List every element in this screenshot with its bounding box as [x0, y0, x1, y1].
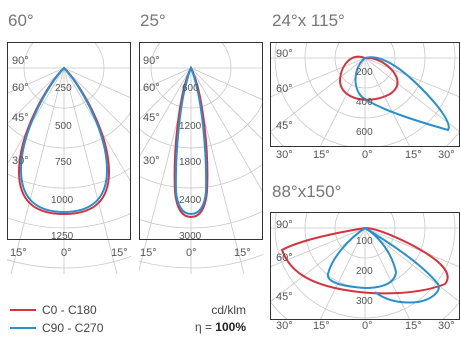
angle-label: 45° — [143, 112, 160, 124]
curve-c0-c180 — [173, 65, 209, 219]
angle-label: 90° — [276, 48, 293, 60]
diagram-title-24x115: 24°x 115° — [272, 11, 345, 30]
angle-label: 15° — [405, 320, 422, 332]
ring-label: 400 — [356, 97, 373, 108]
angle-label: 45° — [276, 120, 293, 132]
units-block: cd/klm η = 100% — [150, 303, 246, 334]
angle-label: 0° — [362, 320, 373, 332]
ring-label: 600 — [182, 83, 199, 94]
efficiency-label: η = 100% — [194, 320, 246, 334]
legend-item-c0: C0 - C180 — [10, 301, 103, 319]
ring-label: 1250 — [51, 231, 74, 242]
ring-label: 500 — [55, 121, 72, 132]
legend-label: C90 - C270 — [42, 321, 104, 335]
ring-label: 1800 — [179, 157, 202, 168]
angle-label: 15° — [10, 247, 27, 259]
angle-label: 30° — [276, 149, 293, 161]
legend-item-c90: C90 - C270 — [10, 319, 103, 337]
ring-label: 250 — [55, 83, 72, 94]
angle-label: 30° — [438, 320, 455, 332]
polar-diagram-24x115 — [270, 42, 460, 147]
legend-swatch-blue — [10, 327, 36, 329]
curve-c90-c270-outer — [364, 227, 440, 304]
angle-label: 15° — [234, 247, 251, 259]
polar-diagram-88x150 — [270, 212, 460, 320]
angle-label: 30° — [143, 155, 160, 167]
angle-label: 60° — [143, 82, 160, 94]
curve-c90-c270 — [174, 65, 208, 216]
angle-label: 45° — [276, 291, 293, 303]
angle-label: 60° — [276, 83, 293, 95]
diagram-title-88x150: 88°x150° — [272, 182, 342, 201]
curve-c90-c270 — [19, 66, 109, 214]
angle-label: 15° — [313, 320, 330, 332]
ring-label: 200 — [356, 67, 373, 78]
angle-label: 30° — [12, 155, 29, 167]
angle-label: 0° — [362, 149, 373, 161]
legend-label: C0 - C180 — [42, 303, 97, 317]
ring-label: 600 — [356, 127, 373, 138]
ring-label: 2400 — [179, 195, 202, 206]
angle-label: 15° — [111, 247, 128, 259]
ring-label: 3000 — [179, 231, 202, 242]
diagram-title-25: 25° — [140, 11, 166, 30]
ring-label: 300 — [356, 296, 373, 307]
ring-label: 1200 — [179, 121, 202, 132]
legend-swatch-red — [10, 309, 36, 311]
angle-label: 90° — [12, 55, 29, 67]
curve-c90-c270 — [354, 56, 450, 132]
polar-diagram-25 — [139, 42, 263, 274]
curve-c0-c180 — [280, 226, 449, 295]
angle-label: 0° — [61, 247, 72, 259]
diagram-title-60: 60° — [8, 11, 34, 30]
ring-label: 200 — [356, 266, 373, 277]
angle-label: 0° — [186, 247, 197, 259]
efficiency-value: 100% — [215, 320, 246, 334]
curve-c0-c180 — [338, 55, 399, 101]
angle-label: 15° — [405, 149, 422, 161]
angle-label: 30° — [276, 320, 293, 332]
angle-label: 60° — [276, 252, 293, 264]
ring-label: 750 — [55, 157, 72, 168]
legend: C0 - C180 C90 - C270 — [10, 301, 103, 337]
ring-label: 100 — [356, 236, 373, 247]
angle-label: 90° — [276, 219, 293, 231]
ring-label: 1000 — [51, 195, 74, 206]
angle-label: 60° — [12, 82, 29, 94]
curve-c90-c270 — [327, 226, 398, 290]
angle-label: 15° — [140, 247, 157, 259]
angle-label: 90° — [143, 55, 160, 67]
polar-diagram-60 — [7, 42, 131, 274]
angle-label: 15° — [313, 149, 330, 161]
angle-label: 45° — [12, 112, 29, 124]
angle-label: 30° — [438, 149, 455, 161]
unit-label: cd/klm — [211, 303, 246, 317]
